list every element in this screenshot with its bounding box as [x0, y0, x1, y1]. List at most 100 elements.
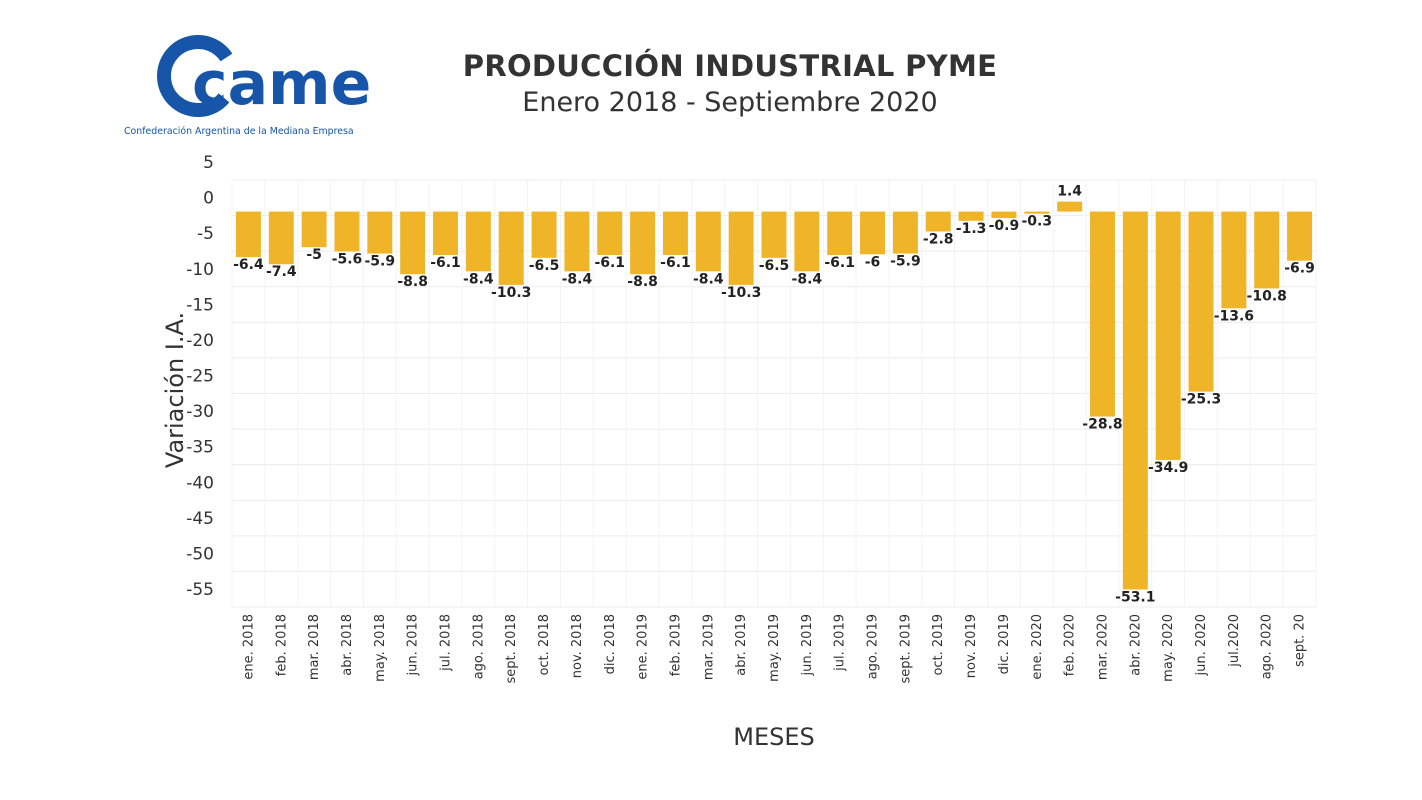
bar-value-label: -6.9	[1284, 261, 1315, 277]
bar	[761, 211, 787, 258]
bar-value-label: -8.8	[627, 274, 658, 290]
x-tick-label: may. 2019	[767, 614, 782, 682]
bar-value-label: -5.6	[332, 251, 363, 267]
x-tick-label: ene. 2019	[636, 614, 651, 680]
y-tick-label: -30	[186, 402, 214, 422]
x-tick-label: feb. 2020	[1063, 614, 1078, 676]
bar	[1090, 211, 1115, 417]
y-tick-label: -20	[186, 331, 214, 351]
bar	[695, 211, 721, 272]
x-tick-label: abr. 2019	[734, 614, 749, 676]
y-tick-label: -15	[186, 295, 214, 315]
bar	[301, 211, 327, 248]
x-tick-label: feb. 2019	[668, 614, 683, 676]
bar-value-label: -2.8	[923, 232, 954, 248]
x-tick-label: may. 2018	[373, 614, 388, 682]
x-tick-label: oct. 2018	[537, 614, 552, 676]
bar-value-label: -8.4	[693, 271, 724, 287]
bar-value-label: -1.3	[956, 221, 987, 237]
x-tick-label: mar. 2018	[307, 614, 322, 680]
bar	[1024, 211, 1050, 214]
bar	[564, 211, 590, 272]
bar	[367, 211, 393, 254]
y-tick-label: 5	[203, 153, 214, 173]
x-tick-label: abr. 2020	[1128, 614, 1143, 676]
bar-value-label: -6.4	[233, 257, 264, 273]
x-tick-label: may. 2020	[1161, 614, 1176, 682]
bar-value-label: -6	[865, 254, 881, 270]
chart-title: PRODUCCIÓN INDUSTRIAL PYME	[462, 49, 998, 83]
came-logo: came Confederación Argentina de la Media…	[124, 35, 371, 137]
bar-value-label: -0.3	[1021, 214, 1052, 230]
bar	[433, 211, 458, 255]
x-tick-label: ago. 2018	[471, 614, 486, 679]
bars	[235, 201, 1313, 590]
bar-value-label: -5.9	[890, 254, 921, 270]
y-tick-label: -25	[186, 367, 214, 387]
bar	[925, 211, 951, 232]
bar	[334, 211, 360, 252]
x-tick-label: jul. 2018	[439, 614, 454, 672]
y-tick-label: -55	[186, 580, 214, 600]
bar-value-label: -5	[306, 247, 322, 263]
bar-value-label: -53.1	[1115, 589, 1155, 605]
bar	[1287, 211, 1313, 261]
bar-value-label: -8.4	[463, 271, 494, 287]
y-tick-label: -5	[197, 224, 214, 244]
x-axis-ticks: ene. 2018 feb. 2018 mar. 2018 abr. 2018 may.…	[241, 614, 1307, 683]
x-tick-label: oct. 2019	[931, 614, 946, 676]
x-tick-label: jun. 2019	[800, 614, 815, 676]
x-tick-label: sept. 2018	[504, 614, 519, 683]
x-axis-title: MESES	[733, 723, 815, 751]
bar-value-label: -0.9	[989, 218, 1020, 234]
bar-value-label: -25.3	[1181, 392, 1221, 408]
y-tick-label: -40	[186, 473, 214, 493]
x-tick-label: dic. 2019	[997, 614, 1012, 674]
bar-value-label: -5.9	[365, 254, 396, 270]
y-tick-label: -45	[186, 509, 214, 529]
bar	[465, 211, 491, 272]
x-tick-label: ene. 2018	[241, 614, 256, 680]
x-tick-label: ago. 2019	[866, 614, 881, 679]
bar-value-label: -28.8	[1082, 417, 1122, 433]
x-tick-label: feb. 2018	[274, 614, 289, 676]
x-tick-label: jul. 2019	[833, 614, 848, 672]
bar	[531, 211, 557, 258]
bar	[1155, 211, 1181, 460]
bar-value-label: -6.5	[529, 258, 560, 274]
bar	[630, 211, 656, 275]
bar	[662, 211, 688, 255]
bar-value-label: -8.4	[562, 271, 593, 287]
x-tick-label: jul.2020	[1227, 614, 1242, 668]
logo-tagline: Confederación Argentina de la Mediana Em…	[124, 126, 354, 137]
bar-value-label: -6.1	[594, 255, 625, 271]
bar	[860, 211, 886, 255]
bar	[1254, 211, 1280, 289]
y-tick-label: -50	[186, 544, 214, 564]
bar	[1122, 211, 1148, 590]
bar-value-label: -10.8	[1247, 288, 1287, 304]
x-tick-label: nov. 2018	[570, 614, 585, 678]
bar-value-label: -10.3	[491, 285, 531, 301]
x-tick-label: nov. 2019	[964, 614, 979, 678]
bar	[991, 211, 1017, 218]
bar	[1057, 201, 1083, 212]
x-tick-label: dic. 2018	[603, 614, 618, 674]
y-axis-title: Variación I.A.	[161, 312, 189, 468]
bar-labels: -6.4 -7.4-5 -5.6 -5.9-8.8-6.1-8.4-10.3-6.5-…	[233, 184, 1315, 606]
bar	[268, 211, 294, 265]
chart-header: PRODUCCIÓN INDUSTRIAL PYME Enero 2018 - …	[400, 48, 1060, 122]
bar-value-label: 1.4	[1057, 184, 1082, 200]
logo-wordmark: came	[192, 49, 371, 119]
bar	[400, 211, 426, 275]
bar-value-label: -10.3	[721, 285, 761, 301]
bar	[498, 211, 524, 285]
bar	[597, 211, 623, 255]
bar	[892, 211, 918, 254]
x-tick-label: ago. 2020	[1260, 614, 1275, 679]
bar-value-label: -6.1	[824, 255, 855, 271]
bar-value-label: -6.5	[759, 258, 790, 274]
x-tick-label: jun. 2018	[406, 614, 421, 676]
x-tick-label: mar. 2019	[701, 614, 716, 680]
